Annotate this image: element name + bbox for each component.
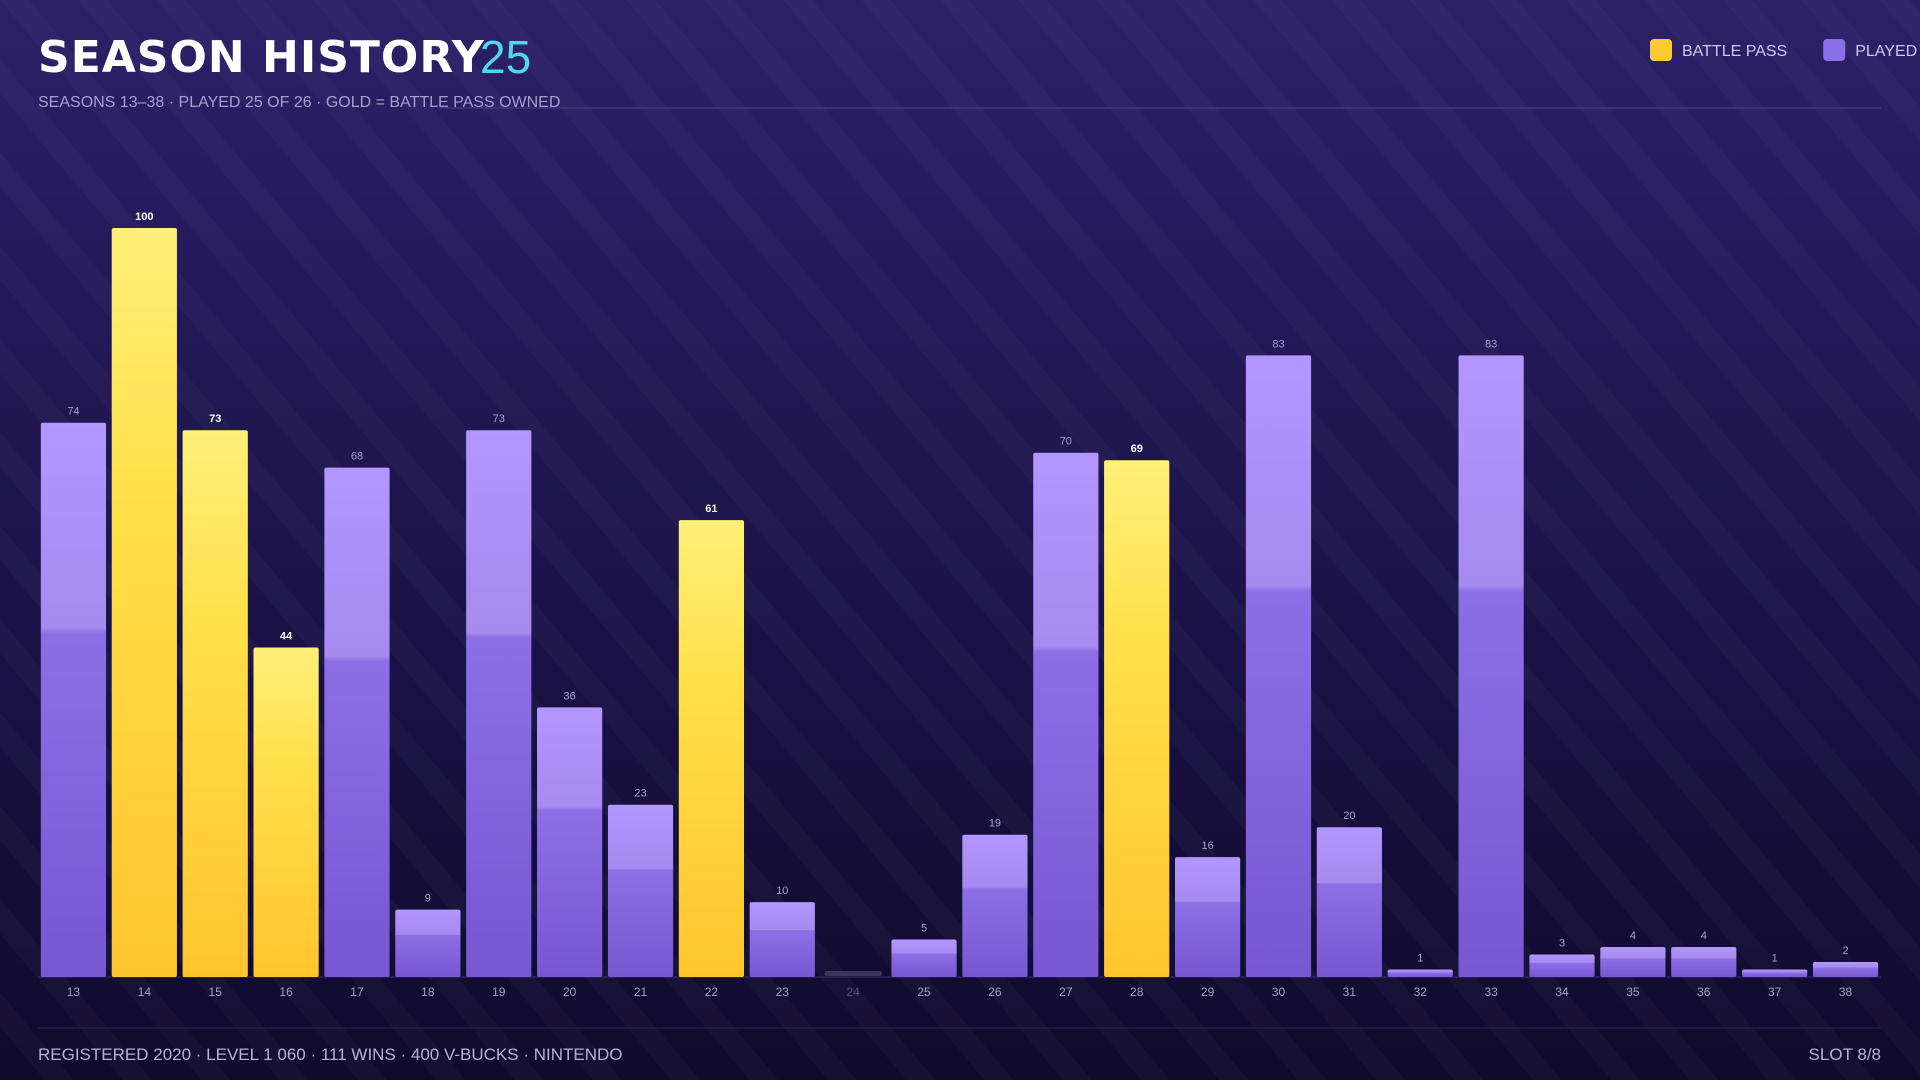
value-label: 44: [280, 630, 293, 642]
x-tick-label: 34: [1555, 985, 1569, 999]
value-label: 70: [1060, 436, 1072, 448]
value-label: 68: [351, 451, 363, 463]
empty-slot: [824, 971, 882, 976]
value-label: 20: [1343, 810, 1355, 822]
x-tick-label: 13: [67, 985, 81, 999]
x-tick-label: 27: [1059, 985, 1073, 999]
x-tick-label: 37: [1768, 985, 1782, 999]
value-label: 69: [1131, 443, 1143, 455]
bar: [1529, 954, 1595, 977]
bar: [1600, 947, 1666, 977]
bar: [1812, 962, 1879, 977]
bar: [182, 430, 248, 978]
value-label: 5: [921, 923, 927, 935]
x-tick-label: 29: [1201, 985, 1215, 999]
value-label: 10: [776, 885, 788, 897]
bar: [1174, 857, 1241, 977]
subtitle: SEASONS 13–38 · PLAYED 25 OF 26 · GOLD =…: [38, 94, 560, 111]
bar: [962, 834, 1028, 977]
legend-label: BATTLE PASS: [1682, 43, 1787, 60]
bar: [607, 804, 674, 977]
x-tick-label: 20: [563, 985, 577, 999]
bar: [1671, 947, 1737, 977]
value-label: 9: [425, 893, 431, 905]
value-label: 74: [67, 406, 79, 418]
footer: REGISTERED 2020 · LEVEL 1 060 · 111 WINS…: [38, 1045, 623, 1064]
bar: [1316, 827, 1382, 977]
x-tick-label: 19: [492, 985, 506, 999]
value-label: 23: [634, 788, 646, 800]
plot: 1374141001573164417681891973203621232261…: [38, 211, 1881, 999]
value-label: 2: [1842, 945, 1848, 957]
value-label: 19: [989, 818, 1001, 830]
value-label: 1: [1417, 953, 1423, 965]
legend-label: PLAYED: [1855, 43, 1917, 60]
value-label: 3: [1559, 938, 1565, 950]
x-tick-label: 14: [138, 985, 152, 999]
x-tick-label: 15: [209, 985, 223, 999]
slot: SLOT 8/8: [1809, 1045, 1881, 1064]
x-tick-label: 30: [1272, 985, 1286, 999]
x-tick-label: 21: [634, 985, 648, 999]
value-label: 83: [1485, 338, 1497, 350]
bar: [253, 647, 319, 977]
value-label: 16: [1201, 840, 1213, 852]
x-tick-label: 22: [705, 985, 719, 999]
value-label: 4: [1701, 930, 1707, 942]
x-tick-label: 36: [1697, 985, 1711, 999]
x-tick-label: 33: [1484, 985, 1498, 999]
value-label: 100: [135, 211, 153, 223]
bar: [111, 228, 177, 977]
bar: [324, 467, 390, 977]
bar: [1104, 460, 1170, 977]
x-tick-label: 16: [279, 985, 293, 999]
x-tick-label: 18: [421, 985, 435, 999]
x-tick-label: 26: [988, 985, 1002, 999]
value-label: 4: [1630, 930, 1636, 942]
x-tick-label: 28: [1130, 985, 1144, 999]
x-tick-label: 35: [1626, 985, 1640, 999]
bar: [40, 422, 107, 977]
value-label: 83: [1272, 338, 1284, 350]
bar: [749, 902, 815, 977]
x-tick-label: 31: [1343, 985, 1357, 999]
x-tick-label: 32: [1414, 985, 1428, 999]
title: SEASON HISTORY: [38, 32, 485, 83]
bar: [1245, 355, 1312, 978]
bar: [891, 939, 957, 977]
bar: [537, 707, 603, 977]
x-tick-label: 25: [917, 985, 931, 999]
legend-swatch: [1823, 39, 1846, 61]
legend-swatch: [1650, 39, 1672, 61]
value-label: 73: [209, 413, 221, 425]
value-label: 1: [1772, 953, 1778, 965]
bar: [466, 430, 532, 978]
bar: [1387, 969, 1453, 977]
bar: [395, 909, 461, 977]
bar: [678, 520, 745, 977]
value-label: 73: [493, 413, 505, 425]
x-tick-label: 38: [1839, 985, 1853, 999]
bar: [1742, 969, 1808, 977]
bar: [1033, 452, 1099, 977]
value-label: 36: [564, 690, 576, 702]
title-count: 25: [480, 31, 531, 83]
x-tick-label: 24: [846, 985, 860, 999]
x-tick-label: 17: [350, 985, 364, 999]
value-label: 61: [705, 503, 717, 515]
legend: BATTLE PASS PLAYED: [1650, 39, 1917, 61]
x-tick-label: 23: [776, 985, 790, 999]
bar: [1458, 355, 1524, 978]
